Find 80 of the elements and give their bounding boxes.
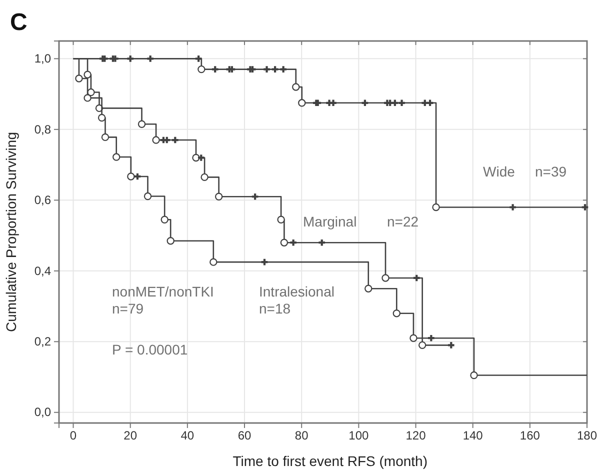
- point: [292, 83, 300, 91]
- point: [212, 66, 218, 72]
- x-tick-label: 0: [70, 428, 77, 443]
- point: [392, 310, 400, 318]
- point: [470, 371, 478, 380]
- annotation: n=18: [259, 300, 291, 317]
- point: [134, 173, 141, 180]
- point: [362, 100, 368, 106]
- point: [428, 334, 434, 342]
- point: [264, 66, 270, 72]
- y-axis-title: Cumulative Proportion Surviving: [3, 132, 19, 332]
- annotation: Intralesional: [259, 284, 334, 300]
- annotation: n=39: [535, 164, 567, 180]
- point: [318, 239, 326, 246]
- x-tick-label: 160: [520, 428, 540, 443]
- x-tick-label: 60: [238, 428, 252, 443]
- point: [510, 204, 516, 210]
- point: [418, 341, 426, 350]
- x-tick-label: 100: [348, 428, 370, 443]
- y-tick-label: 0,6: [34, 193, 52, 208]
- y-tick-label: 0,8: [34, 122, 52, 136]
- point: [127, 56, 134, 62]
- point: [432, 203, 440, 212]
- x-axis-title: Time to first event RFS (month): [232, 453, 428, 469]
- point: [298, 99, 306, 107]
- point: [147, 56, 154, 62]
- annotation: n=22: [387, 214, 419, 230]
- x-tick-label: 20: [124, 428, 138, 443]
- point: [272, 66, 278, 72]
- x-tick-label: 80: [294, 428, 309, 443]
- point: [426, 100, 434, 106]
- point: [413, 274, 420, 282]
- point: [127, 172, 135, 180]
- y-tick-label: 1,0: [34, 52, 52, 66]
- point: [198, 154, 204, 161]
- point: [152, 136, 160, 144]
- annotation: nonMET/nonTKI: [112, 284, 214, 300]
- point: [392, 100, 398, 106]
- point: [280, 238, 288, 246]
- point: [98, 114, 106, 122]
- x-tick-label: 180: [576, 428, 598, 443]
- point: [280, 66, 286, 72]
- x-tick-label: 120: [406, 428, 426, 443]
- point: [164, 136, 170, 144]
- x-tick-label: 40: [180, 428, 194, 443]
- point: [277, 216, 285, 224]
- point: [172, 136, 178, 144]
- point: [382, 274, 390, 282]
- point: [364, 284, 372, 292]
- y-tick-label: 0,4: [34, 264, 52, 278]
- point: [166, 236, 174, 245]
- annotation: Wide: [483, 164, 516, 180]
- point: [84, 70, 92, 78]
- point: [448, 342, 454, 348]
- point: [200, 173, 208, 182]
- point: [101, 133, 110, 142]
- point: [290, 239, 296, 246]
- point: [398, 100, 405, 106]
- point: [210, 258, 218, 266]
- annotation: n=79: [112, 300, 144, 317]
- chart-title: C: [10, 9, 28, 36]
- point: [75, 74, 83, 82]
- point: [84, 94, 92, 102]
- point: [198, 65, 206, 74]
- annotation: Marginal: [303, 214, 357, 230]
- point: [410, 334, 418, 342]
- point: [252, 193, 258, 200]
- point: [330, 100, 336, 106]
- point: [144, 192, 152, 200]
- point: [261, 258, 268, 266]
- point: [195, 56, 202, 62]
- point: [214, 192, 223, 200]
- annotation: P = 0.00001: [112, 342, 188, 358]
- point: [160, 216, 168, 224]
- point: [138, 120, 146, 128]
- y-tick-label: 0,2: [34, 334, 52, 348]
- point: [582, 204, 588, 210]
- y-tick-label: 0,0: [34, 405, 52, 420]
- x-tick-label: 140: [462, 428, 484, 443]
- point: [112, 153, 120, 161]
